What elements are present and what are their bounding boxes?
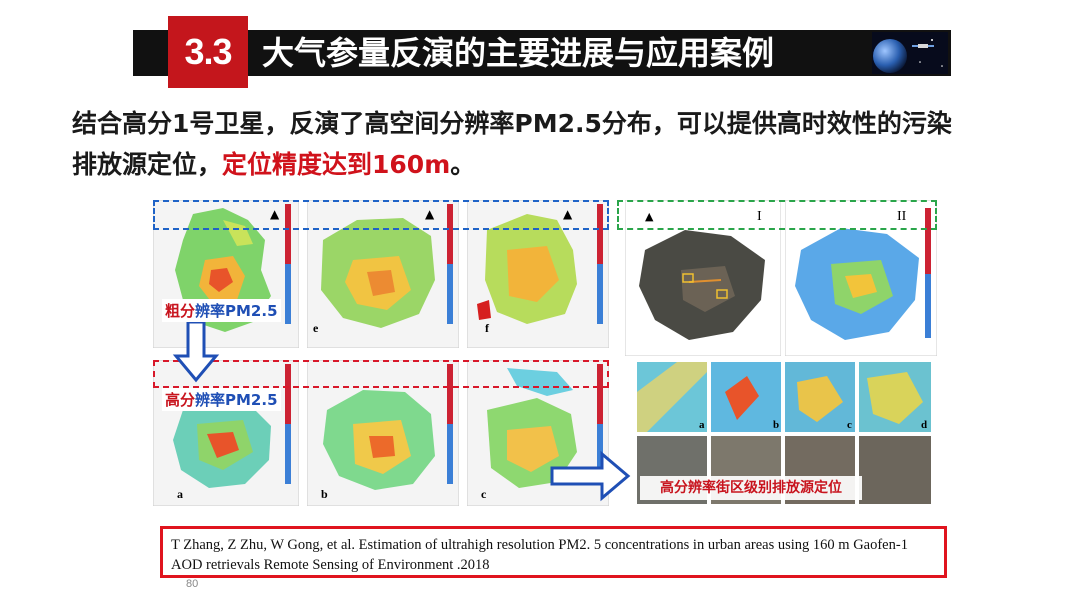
body-text-highlight: 定位精度达到160m: [222, 150, 451, 179]
high-res-group-outline: [153, 360, 609, 388]
citation-box: T Zhang, Z Zhu, W Gong, et al. Estimatio…: [160, 526, 947, 578]
low-res-label-red: 粗分: [165, 302, 196, 320]
street-level-callout: 高分辨率街区级别排放源定位: [640, 476, 862, 500]
panel-letter-c: c: [481, 487, 487, 501]
page-number: 80: [186, 578, 199, 590]
detail-letter-c: c: [847, 419, 852, 431]
panel-letter-b: b: [321, 487, 328, 501]
svg-text:▲: ▲: [425, 207, 435, 221]
header-banner: [133, 30, 951, 76]
roman-label-I: I: [757, 209, 762, 224]
svg-text:▲: ▲: [563, 207, 573, 221]
city-satellite-map-I: I ▲: [625, 200, 781, 356]
low-res-label-blue: 辨率PM2.5: [195, 302, 278, 320]
body-text-normal: 排放源定位，: [72, 150, 223, 179]
city-pm25-map-II: II: [785, 200, 937, 356]
pm25-low-res-map-3: ▲ f: [467, 200, 609, 348]
low-res-label: 粗分辨率PM2.5: [162, 299, 281, 322]
detail-letter-d: d: [921, 419, 927, 431]
pm25-low-res-map-2: ▲ e: [307, 200, 459, 348]
body-text-end: 。: [450, 150, 476, 179]
roman-label-II: II: [897, 209, 907, 224]
down-arrow: [172, 320, 220, 383]
panel-letter-e: e: [313, 321, 319, 335]
city-group-outline: [617, 200, 937, 230]
detail-letter-a: a: [699, 419, 705, 431]
panel-letter-f: f: [485, 321, 490, 335]
high-res-label-blue: 辨率PM2.5: [195, 391, 278, 409]
body-text-line-1: 结合高分1号卫星，反演了高空间分辨率PM2.5分布，可以提供高时效性的污染: [72, 109, 952, 138]
high-res-label-red: 高分: [165, 391, 196, 409]
svg-text:▲: ▲: [645, 210, 654, 223]
low-res-group-outline: [153, 200, 609, 230]
space-satellite-image: [872, 32, 948, 74]
svg-text:▲: ▲: [270, 207, 280, 221]
pm25-high-res-map-1: a: [153, 360, 299, 506]
right-arrow: [550, 450, 631, 502]
panel-letter-a: a: [177, 487, 183, 501]
detail-letter-b: b: [773, 419, 779, 431]
page-title: 大气参量反演的主要进展与应用案例: [262, 34, 775, 72]
body-text-line-2: 排放源定位，定位精度达到160m。: [72, 145, 475, 181]
high-res-label: 高分辨率PM2.5: [162, 388, 281, 411]
section-number-badge: 3.3: [168, 16, 248, 88]
pm25-high-res-map-2: b: [307, 360, 459, 506]
